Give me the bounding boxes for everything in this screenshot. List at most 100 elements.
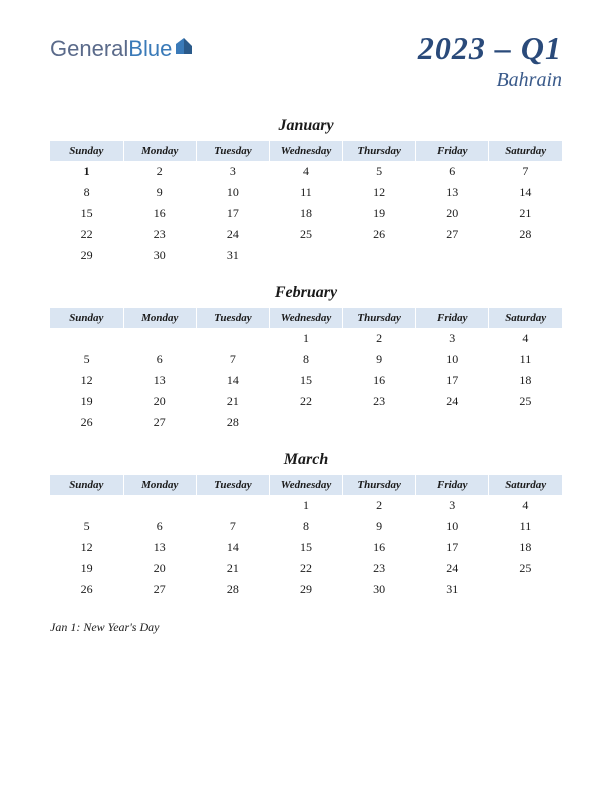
calendar-day bbox=[416, 245, 489, 266]
weekday-header: Saturday bbox=[489, 475, 562, 495]
month-block: JanuarySundayMondayTuesdayWednesdayThurs… bbox=[50, 117, 562, 266]
calendar-day: 19 bbox=[343, 203, 416, 224]
calendar-day: 29 bbox=[50, 245, 123, 266]
month-name: February bbox=[50, 284, 562, 302]
calendar-day: 9 bbox=[343, 349, 416, 370]
calendar-day: 11 bbox=[489, 349, 562, 370]
calendar-day: 28 bbox=[489, 224, 562, 245]
weekday-header: Friday bbox=[416, 308, 489, 328]
calendar-day bbox=[489, 579, 562, 600]
calendar-day bbox=[50, 495, 123, 516]
calendar-day: 6 bbox=[123, 516, 196, 537]
calendar-day: 16 bbox=[123, 203, 196, 224]
calendar-day: 22 bbox=[269, 391, 342, 412]
calendar-day: 6 bbox=[416, 161, 489, 182]
calendar-day: 10 bbox=[196, 182, 269, 203]
calendar-day: 28 bbox=[196, 579, 269, 600]
calendar-day: 9 bbox=[123, 182, 196, 203]
calendar-row: 567891011 bbox=[50, 516, 562, 537]
calendar-day: 7 bbox=[196, 516, 269, 537]
calendar-day: 3 bbox=[416, 495, 489, 516]
calendar-day: 17 bbox=[196, 203, 269, 224]
holiday-entry: Jan 1: New Year's Day bbox=[50, 620, 562, 635]
weekday-header: Thursday bbox=[343, 141, 416, 161]
calendar-day: 22 bbox=[50, 224, 123, 245]
calendar-row: 19202122232425 bbox=[50, 558, 562, 579]
calendar-day bbox=[269, 412, 342, 433]
calendar-day: 27 bbox=[123, 412, 196, 433]
weekday-header: Tuesday bbox=[196, 475, 269, 495]
calendar-day: 31 bbox=[196, 245, 269, 266]
weekday-header: Thursday bbox=[343, 308, 416, 328]
calendar-day: 14 bbox=[489, 182, 562, 203]
calendar-day: 8 bbox=[269, 516, 342, 537]
calendar-table: SundayMondayTuesdayWednesdayThursdayFrid… bbox=[50, 475, 562, 600]
page-title: 2023 – Q1 bbox=[418, 30, 562, 67]
calendar-day: 26 bbox=[343, 224, 416, 245]
weekday-header: Wednesday bbox=[269, 475, 342, 495]
calendar-day: 19 bbox=[50, 558, 123, 579]
calendar-day: 13 bbox=[416, 182, 489, 203]
calendar-day bbox=[343, 245, 416, 266]
title-block: 2023 – Q1 Bahrain bbox=[418, 30, 562, 92]
calendar-day: 23 bbox=[343, 391, 416, 412]
calendar-day: 24 bbox=[416, 391, 489, 412]
calendar-day: 16 bbox=[343, 537, 416, 558]
calendar-day: 4 bbox=[489, 495, 562, 516]
calendar-row: 262728 bbox=[50, 412, 562, 433]
calendar-day: 17 bbox=[416, 370, 489, 391]
weekday-header: Friday bbox=[416, 475, 489, 495]
calendar-day: 19 bbox=[50, 391, 123, 412]
calendar-day: 20 bbox=[123, 558, 196, 579]
weekday-header: Friday bbox=[416, 141, 489, 161]
header: GeneralBlue 2023 – Q1 Bahrain bbox=[50, 30, 562, 92]
calendar-row: 22232425262728 bbox=[50, 224, 562, 245]
logo-text-blue: Blue bbox=[128, 36, 172, 62]
calendar-day bbox=[343, 412, 416, 433]
logo-text-general: General bbox=[50, 36, 128, 62]
weekday-header: Tuesday bbox=[196, 308, 269, 328]
calendar-day: 2 bbox=[343, 328, 416, 349]
calendar-day: 3 bbox=[196, 161, 269, 182]
calendar-day bbox=[269, 245, 342, 266]
calendar-day bbox=[123, 495, 196, 516]
calendar-day: 25 bbox=[269, 224, 342, 245]
calendar-day bbox=[196, 328, 269, 349]
calendar-day: 15 bbox=[50, 203, 123, 224]
page-subtitle: Bahrain bbox=[418, 69, 562, 92]
calendar-day: 28 bbox=[196, 412, 269, 433]
calendar-day: 4 bbox=[269, 161, 342, 182]
calendar-row: 1234567 bbox=[50, 161, 562, 182]
calendar-day: 31 bbox=[416, 579, 489, 600]
calendar-row: 1234 bbox=[50, 495, 562, 516]
calendar-day: 18 bbox=[269, 203, 342, 224]
calendar-table: SundayMondayTuesdayWednesdayThursdayFrid… bbox=[50, 308, 562, 433]
calendar-day: 13 bbox=[123, 537, 196, 558]
calendar-day: 10 bbox=[416, 516, 489, 537]
weekday-header: Thursday bbox=[343, 475, 416, 495]
calendar-day: 23 bbox=[123, 224, 196, 245]
logo: GeneralBlue bbox=[50, 30, 194, 62]
calendar-day: 3 bbox=[416, 328, 489, 349]
calendar-day: 24 bbox=[196, 224, 269, 245]
calendar-day: 10 bbox=[416, 349, 489, 370]
calendar-day: 1 bbox=[269, 328, 342, 349]
calendar-day: 1 bbox=[269, 495, 342, 516]
calendar-row: 567891011 bbox=[50, 349, 562, 370]
calendar-day: 30 bbox=[343, 579, 416, 600]
calendar-day: 18 bbox=[489, 537, 562, 558]
weekday-header: Monday bbox=[123, 141, 196, 161]
calendar-day: 18 bbox=[489, 370, 562, 391]
calendar-row: 1234 bbox=[50, 328, 562, 349]
weekday-header: Wednesday bbox=[269, 141, 342, 161]
calendar-day: 22 bbox=[269, 558, 342, 579]
calendar-day: 8 bbox=[269, 349, 342, 370]
calendar-row: 12131415161718 bbox=[50, 370, 562, 391]
calendar-day: 21 bbox=[489, 203, 562, 224]
month-block: MarchSundayMondayTuesdayWednesdayThursda… bbox=[50, 451, 562, 600]
calendar-day: 9 bbox=[343, 516, 416, 537]
month-name: January bbox=[50, 117, 562, 135]
calendar-day bbox=[196, 495, 269, 516]
calendar-day: 8 bbox=[50, 182, 123, 203]
calendar-day: 5 bbox=[50, 349, 123, 370]
